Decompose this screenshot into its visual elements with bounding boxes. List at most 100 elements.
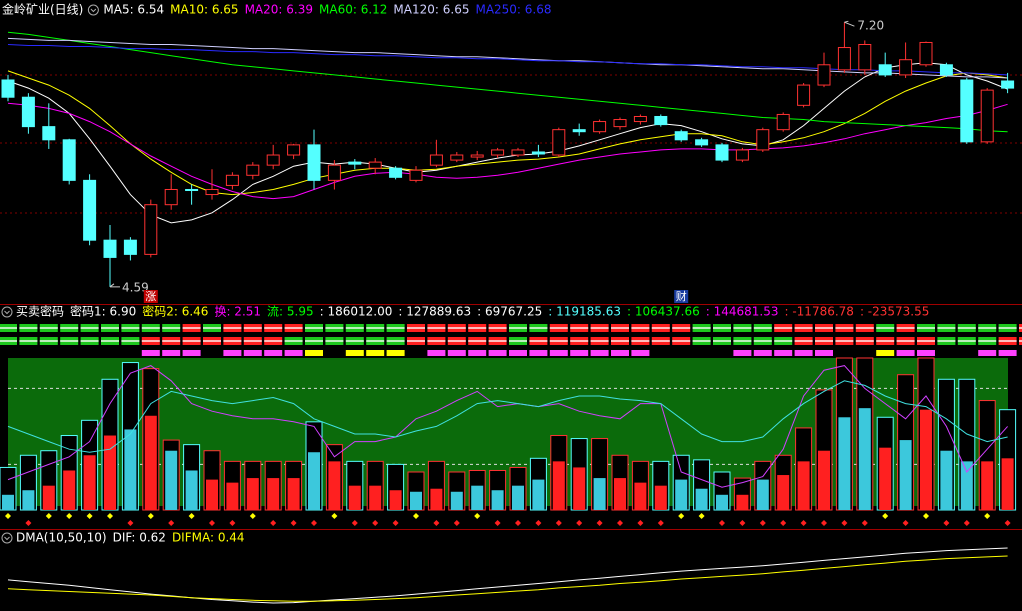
signal-cell: [101, 340, 119, 342]
signal-cell: [815, 340, 833, 342]
signal-diamond: [963, 520, 970, 526]
signal-cell: [978, 340, 997, 342]
fill-bar: [144, 415, 157, 510]
signal-cell: [0, 327, 17, 329]
signal-cell: [19, 340, 38, 342]
signal-cell: [305, 327, 323, 329]
candle-body: [164, 188, 178, 206]
menu-icon: [90, 8, 97, 13]
signal-cell: [284, 327, 303, 329]
fill-bar: [920, 409, 932, 510]
signal-cell: [60, 340, 79, 342]
candle-body: [776, 113, 790, 131]
signal-cell: [631, 350, 650, 356]
legend-label: : 144681.53: [706, 305, 779, 319]
signal-cell: [407, 327, 425, 329]
signal-cell: [366, 340, 385, 342]
legend-label: 换: 2.51: [214, 305, 261, 319]
legend-label: MA60: 6.12: [319, 3, 387, 17]
signal-cell: [60, 327, 79, 329]
signal-cell: [284, 340, 303, 342]
candle-body: [307, 144, 321, 181]
candle-body: [389, 167, 403, 178]
fill-bar: [389, 490, 402, 510]
fill-bar: [267, 478, 280, 510]
signal-cell: [264, 327, 283, 329]
candle-body: [368, 161, 382, 169]
fill-bar: [42, 485, 55, 510]
signal-diamond: [311, 520, 317, 526]
candle-body: [1001, 80, 1015, 89]
signal-diamond: [147, 513, 154, 519]
signal-cell: [611, 327, 629, 329]
menu-icon: [87, 4, 99, 16]
legend-label: : 106437.66: [627, 305, 700, 319]
fill-bar: [185, 470, 198, 510]
signal-cell: [407, 340, 425, 342]
fill-bar: [777, 475, 790, 510]
fill-bar: [695, 488, 708, 510]
signal-diamond: [209, 520, 215, 526]
signal-diamond: [372, 520, 379, 526]
signal-diamond: [841, 520, 848, 526]
signal-cell: [876, 327, 895, 329]
signal-diamond: [494, 520, 501, 526]
signal-cell: [651, 340, 670, 342]
signal-cell: [203, 327, 221, 329]
candle-body: [409, 169, 423, 181]
fill-bar: [879, 447, 892, 510]
candle-body: [572, 129, 586, 133]
signal-cell: [1019, 340, 1022, 342]
signal-cell: [631, 327, 650, 329]
fill-bar: [512, 485, 524, 510]
candle-body: [980, 89, 994, 143]
legend-label: DMA(10,50,10): [16, 531, 107, 545]
signal-cell: [182, 340, 201, 342]
signal-cell: [243, 327, 262, 329]
signal-cell: [386, 340, 405, 342]
indicator-line: [7, 380, 1008, 453]
signal-cell: [223, 340, 242, 342]
candle-body: [225, 174, 239, 186]
fill-bar: [124, 429, 137, 510]
legend-label: MA20: 6.39: [245, 3, 313, 17]
fill-bar: [348, 485, 361, 510]
candle-body: [797, 84, 811, 106]
fill-bar: [858, 408, 871, 510]
fill-bar: [328, 461, 341, 510]
legend-label: DIFMA: 0.44: [172, 531, 245, 545]
signal-cell: [774, 340, 793, 342]
legend-label: DIF: 0.62: [113, 531, 166, 545]
signal-diamond: [902, 520, 909, 526]
legend-label: : -11786.78: [784, 305, 853, 319]
signal-cell: [488, 340, 507, 342]
signal-cell: [917, 340, 935, 342]
candle-body: [756, 129, 770, 151]
candle-body: [327, 164, 341, 181]
fill-bar: [206, 479, 218, 510]
fill-bar: [226, 482, 239, 510]
signal-cell: [345, 340, 364, 342]
signal-cell: [468, 350, 487, 356]
candle-body: [42, 126, 56, 141]
fill-bar: [736, 494, 749, 510]
signal-cell: [39, 340, 58, 342]
dma-line: [7, 555, 1008, 602]
signal-cell: [325, 340, 344, 342]
signal-cell: [835, 327, 854, 329]
signal-cell: [427, 350, 446, 356]
signal-cell: [549, 350, 568, 356]
signal-cell: [162, 340, 181, 342]
signal-cell: [509, 327, 527, 329]
signal-diamond: [86, 513, 93, 519]
candle-body: [919, 41, 933, 66]
signal-diamond: [596, 520, 603, 526]
signal-cell: [39, 327, 58, 329]
candle-body: [144, 204, 158, 255]
fill-bar: [532, 479, 545, 510]
signal-diamond: [229, 520, 236, 526]
signal-cell: [713, 327, 731, 329]
signal-cell: [794, 340, 813, 342]
fill-bar: [552, 461, 565, 510]
signal-cell: [896, 350, 915, 356]
